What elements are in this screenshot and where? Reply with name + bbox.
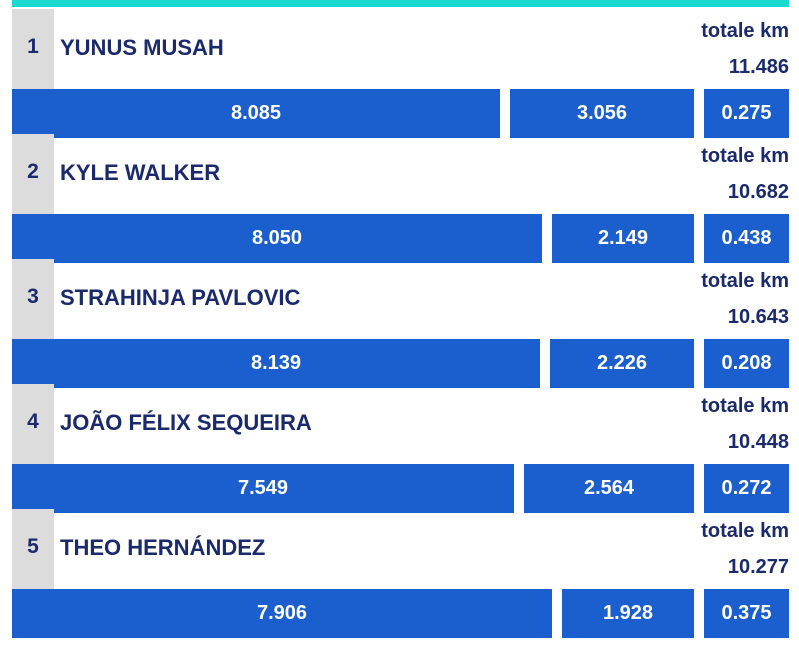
segment-bars: 7.906 1.928 0.375 bbox=[0, 589, 799, 638]
segment-bars: 8.139 2.226 0.208 bbox=[0, 339, 799, 388]
segment-bar-1: 7.906 bbox=[12, 589, 552, 638]
segment-bar-1: 7.549 bbox=[12, 464, 514, 513]
player-name: THEO HERNÁNDEZ bbox=[60, 535, 266, 560]
segment-bar-3: 0.208 bbox=[704, 339, 789, 388]
rank-number: 2 bbox=[27, 160, 39, 183]
segment-bar-2: 2.226 bbox=[550, 339, 694, 388]
total-label: totale km bbox=[701, 145, 789, 167]
player-row: 5 THEO HERNÁNDEZ totale km 10.277 7.906 1.928… bbox=[0, 509, 799, 638]
segment-bar-3: 0.272 bbox=[704, 464, 789, 513]
rank-column bbox=[12, 9, 54, 89]
accent-strip bbox=[12, 0, 789, 7]
total-value: 11.486 bbox=[728, 56, 789, 78]
player-name: JOÃO FÉLIX SEQUEIRA bbox=[60, 410, 312, 435]
segment-bars: 8.050 2.149 0.438 bbox=[0, 214, 799, 263]
segment-bar-2: 2.564 bbox=[524, 464, 694, 513]
player-name: YUNUS MUSAH bbox=[60, 35, 224, 60]
rank-column bbox=[12, 134, 54, 214]
total-value: 10.277 bbox=[727, 556, 789, 578]
rank-column bbox=[12, 259, 54, 339]
player-row: 2 KYLE WALKER totale km 10.682 8.050 2.149 0.4… bbox=[0, 134, 799, 263]
total-label: totale km bbox=[701, 395, 789, 417]
segment-bar-3: 0.438 bbox=[704, 214, 789, 263]
player-name: KYLE WALKER bbox=[60, 160, 221, 185]
segment-bar-3: 0.375 bbox=[704, 589, 789, 638]
player-row: 4 JOÃO FÉLIX SEQUEIRA totale km 10.448 7.549… bbox=[0, 384, 799, 513]
segment-bars: 7.549 2.564 0.272 bbox=[0, 464, 799, 513]
total-value: 10.682 bbox=[727, 181, 789, 203]
total-value: 10.448 bbox=[727, 431, 789, 453]
segment-bar-2: 2.149 bbox=[552, 214, 694, 263]
total-value: 10.643 bbox=[727, 306, 789, 328]
total-label: totale km bbox=[701, 520, 789, 542]
segment-bars: 8.085 3.056 0.275 bbox=[0, 89, 799, 138]
rank-number: 4 bbox=[27, 410, 39, 433]
rank-column bbox=[12, 509, 54, 589]
player-row: 1 YUNUS MUSAH totale km 11.486 8.085 3.056 0.2… bbox=[0, 9, 799, 138]
total-label: totale km bbox=[701, 20, 789, 42]
rank-number: 3 bbox=[27, 285, 39, 308]
segment-bar-3: 0.275 bbox=[704, 89, 789, 138]
total-label: totale km bbox=[701, 270, 789, 292]
segment-bar-2: 1.928 bbox=[562, 589, 694, 638]
segment-bar-2: 3.056 bbox=[510, 89, 694, 138]
player-row: 3 STRAHINJA PAVLOVIC totale km 10.643 8.139 2… bbox=[0, 259, 799, 388]
rank-number: 5 bbox=[27, 535, 39, 558]
player-name: STRAHINJA PAVLOVIC bbox=[60, 285, 301, 310]
segment-bar-1: 8.139 bbox=[12, 339, 540, 388]
segment-bar-1: 8.050 bbox=[12, 214, 542, 263]
rank-number: 1 bbox=[27, 35, 39, 58]
segment-bar-1: 8.085 bbox=[12, 89, 500, 138]
rank-column bbox=[12, 384, 54, 464]
